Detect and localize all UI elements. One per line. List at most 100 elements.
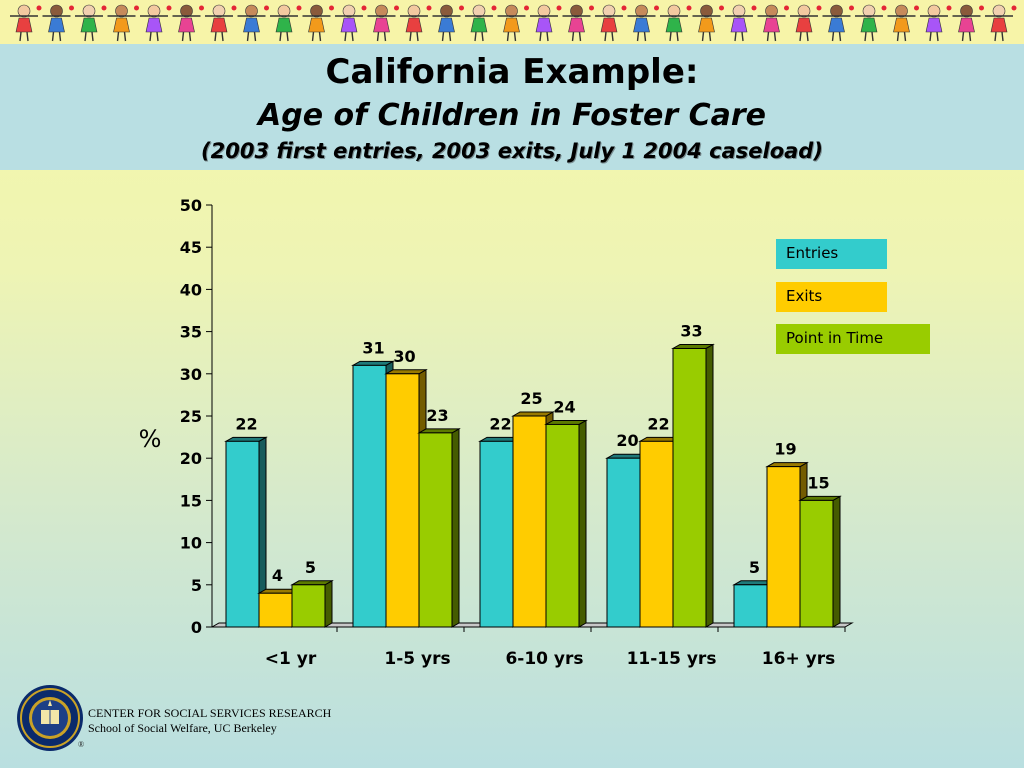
child-figure bbox=[400, 4, 432, 42]
child-figure bbox=[367, 4, 399, 42]
legend-entries: Entries bbox=[776, 239, 887, 269]
bar-value-label: 4 bbox=[272, 566, 283, 585]
y-tick-label: 45 bbox=[180, 238, 202, 257]
y-tick-label: 25 bbox=[180, 407, 202, 426]
y-tick-label: 40 bbox=[180, 280, 202, 299]
bar-side bbox=[451, 428, 460, 628]
bar-value-label: 15 bbox=[807, 473, 829, 492]
bar-side bbox=[324, 579, 333, 628]
child-figure bbox=[920, 4, 952, 42]
bar bbox=[352, 364, 387, 628]
legend-point-in-time: Point in Time bbox=[776, 324, 930, 354]
page-note: (2003 first entries, 2003 exits, July 1 … bbox=[201, 139, 823, 163]
bar-top bbox=[417, 428, 461, 434]
child-figure bbox=[140, 4, 172, 42]
child-figure bbox=[432, 4, 464, 42]
y-tick-label: 30 bbox=[180, 365, 202, 384]
bar bbox=[799, 499, 834, 628]
child-figure bbox=[42, 4, 74, 42]
bar bbox=[258, 592, 293, 628]
y-tick-label: 10 bbox=[180, 534, 202, 553]
bar bbox=[512, 415, 547, 628]
child-figure bbox=[725, 4, 757, 42]
y-tick-label: 5 bbox=[191, 576, 202, 595]
bar-top bbox=[511, 411, 555, 417]
bar bbox=[672, 347, 707, 628]
bar-value-label: 24 bbox=[553, 397, 575, 416]
bar-top bbox=[544, 419, 588, 425]
child-figure bbox=[465, 4, 497, 42]
y-tick-label: 0 bbox=[191, 618, 202, 637]
child-figure bbox=[172, 4, 204, 42]
bar-side bbox=[832, 495, 841, 628]
registered-mark: ® bbox=[78, 740, 85, 749]
children-border-illustration bbox=[10, 4, 1017, 42]
bar-value-label: 20 bbox=[616, 431, 638, 450]
bar-side bbox=[578, 419, 587, 628]
title-area: California Example: Age of Children in F… bbox=[0, 44, 1024, 170]
bar bbox=[639, 440, 674, 628]
child-figure bbox=[692, 4, 724, 42]
child-figure bbox=[627, 4, 659, 42]
bar bbox=[418, 432, 453, 628]
bar-value-label: 5 bbox=[305, 558, 316, 577]
child-figure bbox=[205, 4, 237, 42]
child-figure bbox=[237, 4, 269, 42]
x-tick-label: 11-15 yrs bbox=[627, 649, 717, 669]
y-tick-label: 50 bbox=[180, 196, 202, 215]
bar-value-label: 22 bbox=[235, 414, 257, 433]
y-tick-label: 15 bbox=[180, 491, 202, 510]
y-tick-label: 20 bbox=[180, 449, 202, 468]
bar-value-label: 30 bbox=[393, 347, 415, 366]
bar-top bbox=[671, 343, 715, 349]
child-figure bbox=[887, 4, 919, 42]
footer-center-name: CENTER FOR SOCIAL SERVICES RESEARCH bbox=[88, 706, 332, 720]
bar bbox=[766, 466, 801, 628]
bar bbox=[291, 584, 326, 628]
y-axis-title: % bbox=[139, 425, 162, 453]
x-tick-label: 6-10 yrs bbox=[505, 649, 583, 669]
x-tick-label: <1 yr bbox=[265, 649, 317, 669]
bar-side bbox=[705, 343, 714, 628]
bar bbox=[606, 457, 641, 628]
bar-top bbox=[351, 360, 395, 366]
child-figure bbox=[660, 4, 692, 42]
bar-value-label: 33 bbox=[680, 321, 702, 340]
bar-value-label: 31 bbox=[362, 338, 384, 357]
child-figure bbox=[302, 4, 334, 42]
child-figure bbox=[562, 4, 594, 42]
child-figure bbox=[790, 4, 822, 42]
legend-entries-label: Entries bbox=[786, 244, 839, 262]
page-subtitle: Age of Children in Foster Care bbox=[258, 98, 766, 133]
child-figure bbox=[107, 4, 139, 42]
bar bbox=[479, 440, 514, 628]
children-banner bbox=[0, 0, 1024, 44]
bar-top bbox=[224, 436, 268, 442]
footer-credits: CENTER FOR SOCIAL SERVICES RESEARCH Scho… bbox=[88, 706, 331, 736]
bar-top bbox=[384, 369, 428, 375]
legend-exits: Exits bbox=[776, 282, 887, 312]
uc-seal-logo bbox=[17, 685, 83, 751]
child-figure bbox=[10, 4, 42, 42]
bar-value-label: 25 bbox=[520, 389, 542, 408]
bar-top bbox=[290, 580, 334, 586]
legend-point-in-time-label: Point in Time bbox=[786, 329, 884, 347]
child-figure bbox=[270, 4, 302, 42]
bar-value-label: 22 bbox=[647, 414, 669, 433]
bar-value-label: 23 bbox=[426, 406, 448, 425]
y-tick-label: 35 bbox=[180, 323, 202, 342]
legend-exits-label: Exits bbox=[786, 287, 823, 305]
bar-value-label: 22 bbox=[489, 414, 511, 433]
bar-value-label: 5 bbox=[749, 558, 760, 577]
child-figure bbox=[757, 4, 789, 42]
child-figure bbox=[497, 4, 529, 42]
child-figure bbox=[530, 4, 562, 42]
child-figure bbox=[335, 4, 367, 42]
child-figure bbox=[822, 4, 854, 42]
child-figure bbox=[595, 4, 627, 42]
bar-top bbox=[765, 462, 809, 468]
x-tick-label: 1-5 yrs bbox=[384, 649, 450, 669]
bar bbox=[733, 584, 768, 628]
page-title: California Example: bbox=[325, 52, 699, 92]
